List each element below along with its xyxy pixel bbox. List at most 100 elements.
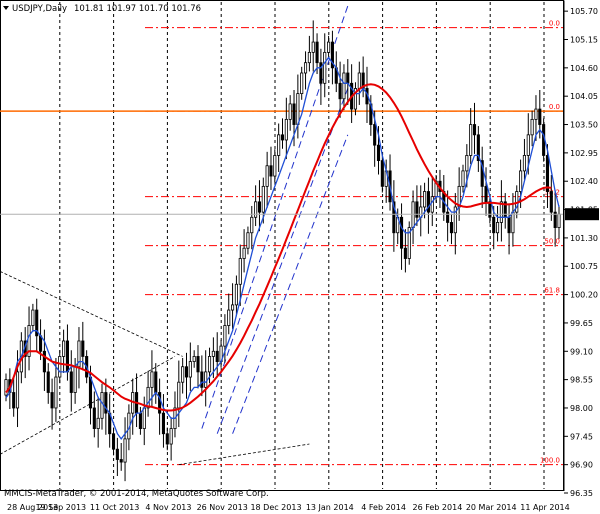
candle-body — [265, 165, 269, 187]
fibo-level-label: 61.8 — [544, 287, 560, 295]
candle-body — [211, 350, 215, 357]
candle-body — [31, 309, 35, 326]
candle-body — [234, 283, 238, 306]
candle-body — [376, 144, 381, 162]
channel-lower-line — [232, 134, 349, 434]
candle-body — [407, 227, 411, 259]
candle-body — [307, 51, 311, 64]
x-tick-label: 19 Sep 2013 — [35, 503, 86, 512]
candle-body — [480, 160, 484, 187]
candle-body — [238, 258, 242, 285]
candle-body — [319, 62, 323, 84]
candle-body — [423, 191, 427, 208]
dropdown-triangle-icon[interactable] — [3, 6, 9, 10]
candle-body — [446, 211, 450, 223]
candle-body — [530, 118, 534, 136]
candle-body — [92, 407, 96, 429]
y-tick-label: 104.60 — [570, 64, 598, 73]
fibo-level-label: 50.0 — [544, 238, 560, 246]
x-tick-label: 11 Apr 2014 — [520, 503, 569, 512]
candle-body — [215, 350, 219, 362]
candle-body — [288, 103, 292, 120]
candle-body — [300, 72, 304, 95]
candle-body — [231, 304, 235, 311]
candle-body — [207, 356, 212, 373]
x-tick-label: 18 Dec 2013 — [250, 503, 301, 512]
candle-body — [96, 417, 100, 429]
candle-body — [254, 201, 258, 218]
candle-body — [430, 196, 434, 213]
candle-body — [123, 438, 127, 463]
candle-body — [81, 340, 85, 357]
candle-body — [311, 41, 315, 53]
candle-body — [342, 72, 346, 100]
candle-body — [88, 376, 93, 409]
candle-body — [69, 371, 73, 393]
candle-body — [499, 201, 503, 223]
candle-body — [192, 356, 196, 362]
candle-body — [411, 201, 415, 228]
copyright-text: MMCIS-MetaTrader, © 2001-2014, MetaQuote… — [4, 489, 269, 499]
candle-body — [380, 160, 384, 187]
y-tick-label: 105.15 — [570, 35, 598, 44]
candle-body — [150, 371, 154, 388]
candle-body — [323, 51, 327, 84]
candle-body — [545, 155, 550, 192]
trend-lines[interactable] — [0, 5, 349, 466]
y-tick-label: 99.10 — [570, 347, 593, 356]
candle-body — [104, 392, 108, 414]
x-tick-label: 26 Nov 2013 — [197, 503, 248, 512]
candle-body — [158, 392, 162, 414]
candle-body — [15, 371, 20, 409]
candle-body — [261, 185, 265, 213]
candle-body — [488, 201, 492, 218]
current-price: 101.76 — [0, 208, 599, 221]
chart-header: USDJPY,Daily 101.81 101.97 101.70 101.76 — [3, 4, 201, 14]
candle-body — [330, 41, 334, 69]
candle-body — [392, 201, 396, 234]
moving-averages — [5, 56, 560, 441]
candle-body — [142, 407, 146, 429]
candle-body — [200, 371, 204, 388]
candle-body — [519, 170, 523, 192]
candle-body — [138, 412, 142, 429]
candle-body — [492, 216, 496, 234]
candle-body — [472, 124, 477, 136]
candle-body — [154, 371, 158, 393]
candle-body — [522, 155, 526, 172]
candle-body — [188, 361, 192, 378]
y-tick-label: 99.65 — [570, 319, 593, 328]
candle-body — [115, 448, 119, 460]
triangle-mid-line — [0, 356, 176, 455]
candle-body — [426, 191, 430, 213]
candle-body — [257, 201, 262, 213]
candle-body — [181, 366, 185, 383]
candle-body — [303, 62, 308, 74]
candle-body — [357, 72, 361, 89]
candle-body — [62, 340, 66, 357]
channel-mid-line — [216, 88, 349, 434]
candle-body — [242, 247, 246, 259]
y-tick-label: 98.55 — [570, 376, 593, 385]
fibo-level-label: 0.0 — [549, 20, 560, 28]
y-tick-label: 96.35 — [570, 489, 593, 498]
candle-body — [246, 232, 250, 249]
candle-body — [353, 88, 358, 110]
y-tick-label: 102.40 — [570, 177, 598, 186]
candle-body — [4, 379, 8, 396]
candle-body — [273, 155, 277, 177]
candle-body — [449, 222, 454, 234]
candle-body — [196, 356, 200, 373]
candles — [4, 20, 561, 482]
y-tick-label: 104.05 — [570, 92, 598, 101]
channel-upper-line — [201, 5, 349, 429]
candle-body — [507, 216, 511, 234]
candle-body — [223, 325, 227, 347]
candle-body — [169, 428, 173, 445]
candle-body — [146, 386, 150, 409]
candle-body — [484, 185, 488, 203]
candle-body — [292, 103, 296, 125]
candle-body — [511, 211, 515, 234]
